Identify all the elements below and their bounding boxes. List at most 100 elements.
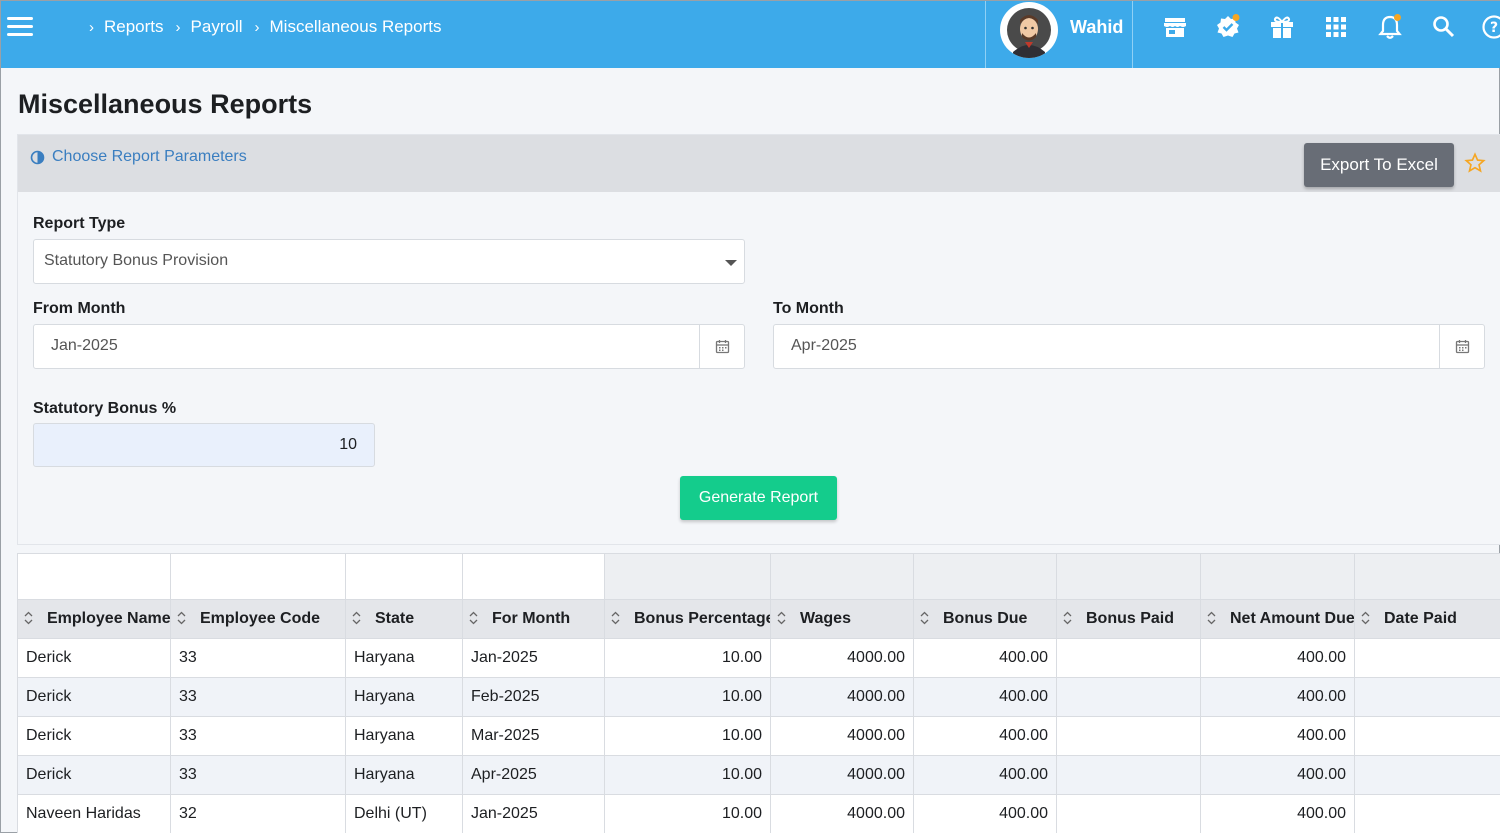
table-cell: 400.00 (1200, 638, 1355, 678)
help-icon[interactable]: ? (1481, 14, 1500, 40)
table-cell: Jan-2025 (462, 794, 605, 833)
table-cell: Feb-2025 (462, 677, 605, 717)
column-header[interactable]: State (345, 599, 463, 639)
column-header[interactable]: Employee Name (17, 599, 171, 639)
chevron-right-icon: › (175, 18, 181, 36)
filter-cell[interactable] (17, 553, 171, 600)
table-row[interactable]: Derick 33 Haryana Mar-2025 10.00 4000.00 400.0… (17, 716, 1500, 756)
table-cell (1056, 794, 1201, 833)
table-cell: Apr-2025 (462, 755, 605, 795)
table-cell: 33 (170, 677, 346, 717)
user-name[interactable]: Wahid (1070, 17, 1124, 37)
breadcrumb-current: Miscellaneous Reports (269, 17, 442, 36)
report-parameters-panel: Choose Report Parameters Export To Excel… (17, 134, 1500, 545)
generate-report-button[interactable]: Generate Report (680, 476, 837, 520)
table-cell (1056, 755, 1201, 795)
table-row[interactable]: Derick 33 Haryana Feb-2025 10.00 4000.00 400.0… (17, 677, 1500, 717)
table-cell: 4000.00 (770, 638, 914, 678)
report-type-label: Report Type (33, 215, 126, 232)
table-cell (1056, 677, 1201, 717)
sort-icon[interactable] (352, 611, 361, 625)
store-icon[interactable] (1162, 14, 1188, 40)
column-header[interactable]: Employee Code (170, 599, 346, 639)
column-header-label: Employee Name (47, 610, 171, 627)
table-cell: Jan-2025 (462, 638, 605, 678)
column-header[interactable]: For Month (462, 599, 605, 639)
sort-icon[interactable] (177, 611, 186, 625)
table-cell: 400.00 (913, 755, 1057, 795)
sort-icon[interactable] (777, 611, 786, 625)
filter-cell[interactable] (170, 553, 346, 600)
apps-grid-icon[interactable] (1323, 14, 1349, 40)
sort-icon[interactable] (24, 611, 33, 625)
sort-icon[interactable] (1063, 611, 1072, 625)
table-cell: Derick (17, 638, 171, 678)
to-month-label: To Month (773, 300, 844, 317)
table-cell (1354, 755, 1500, 795)
table-cell: 4000.00 (770, 794, 914, 833)
table-cell: 10.00 (604, 638, 771, 678)
statutory-bonus-label: Statutory Bonus % (33, 400, 177, 417)
sort-icon[interactable] (920, 611, 929, 625)
sort-icon[interactable] (469, 611, 478, 625)
table-cell: 10.00 (604, 794, 771, 833)
column-header-label: Bonus Percentage (634, 610, 771, 627)
sort-icon[interactable] (611, 611, 620, 625)
column-header[interactable]: Date Paid (1354, 599, 1500, 639)
filter-row (17, 553, 1500, 600)
report-type-value: Statutory Bonus Provision (44, 252, 229, 269)
svg-text:?: ? (1490, 20, 1498, 36)
avatar[interactable] (1000, 2, 1058, 58)
filter-cell (604, 553, 771, 600)
choose-parameters-toggle[interactable]: Choose Report Parameters (30, 148, 247, 166)
table-row[interactable]: Derick 33 Haryana Jan-2025 10.00 4000.00 400.0… (17, 638, 1500, 678)
column-header[interactable]: Wages (770, 599, 914, 639)
sort-icon[interactable] (1361, 611, 1370, 625)
filter-cell[interactable] (345, 553, 463, 600)
top-bar: › Reports › Payroll › Miscellaneous Repo… (1, 1, 1500, 68)
table-cell: 4000.00 (770, 755, 914, 795)
table-row[interactable]: Naveen Haridas 32 Delhi (UT) Jan-2025 10.00 4… (17, 794, 1500, 833)
table-cell: 10.00 (604, 677, 771, 717)
table-cell: 400.00 (1200, 755, 1355, 795)
star-icon[interactable] (1464, 152, 1486, 174)
table-row[interactable]: Derick 33 Haryana Apr-2025 10.00 4000.00 400.0… (17, 755, 1500, 795)
table-cell: 400.00 (913, 638, 1057, 678)
filter-cell[interactable] (462, 553, 605, 600)
column-header[interactable]: Net Amount Due (1200, 599, 1355, 639)
sort-icon[interactable] (1207, 611, 1216, 625)
table-cell: 33 (170, 638, 346, 678)
column-header[interactable]: Bonus Percentage (604, 599, 771, 639)
breadcrumb-payroll[interactable]: Payroll (190, 17, 243, 36)
table-cell: 400.00 (1200, 716, 1355, 756)
column-header-label: For Month (492, 610, 571, 627)
gift-icon[interactable] (1269, 14, 1295, 40)
column-header[interactable]: Bonus Paid (1056, 599, 1201, 639)
menu-icon[interactable] (7, 17, 33, 39)
table-body: Derick 33 Haryana Jan-2025 10.00 4000.00 400.0… (17, 638, 1500, 833)
page-title: Miscellaneous Reports (18, 89, 313, 119)
to-month-input[interactable]: Apr-2025 (773, 324, 1485, 369)
breadcrumb-reports[interactable]: Reports (104, 17, 164, 36)
calendar-icon[interactable] (699, 325, 744, 368)
table-cell: 400.00 (1200, 794, 1355, 833)
calendar-icon[interactable] (1439, 325, 1484, 368)
to-month-value: Apr-2025 (791, 337, 857, 354)
user-menu[interactable]: Wahid (985, 1, 1133, 68)
column-header-label: Date Paid (1384, 610, 1457, 627)
statutory-bonus-input[interactable]: 10 (33, 423, 375, 467)
column-header-label: Bonus Paid (1086, 610, 1175, 627)
verified-badge-icon[interactable] (1215, 14, 1241, 40)
caret-down-icon (725, 260, 737, 266)
from-month-input[interactable]: Jan-2025 (33, 324, 745, 369)
choose-parameters-label[interactable]: Choose Report Parameters (52, 148, 247, 165)
table-cell: 32 (170, 794, 346, 833)
chevron-right-icon: › (254, 18, 260, 36)
table-cell: 400.00 (913, 794, 1057, 833)
bell-icon[interactable] (1377, 14, 1403, 40)
report-type-select[interactable]: Statutory Bonus Provision (33, 239, 745, 284)
search-icon[interactable] (1431, 14, 1457, 40)
table-cell: Derick (17, 755, 171, 795)
export-to-excel-button[interactable]: Export To Excel (1304, 143, 1454, 187)
column-header[interactable]: Bonus Due (913, 599, 1057, 639)
